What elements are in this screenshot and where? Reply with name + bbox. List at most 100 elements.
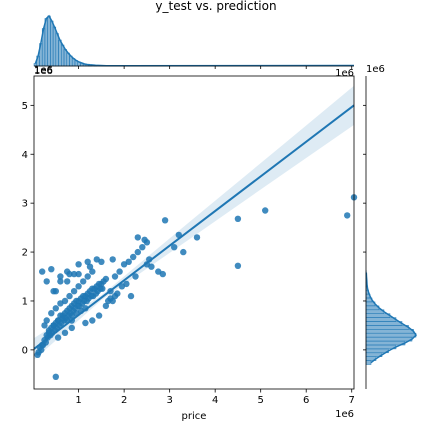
- scatter-point: [84, 258, 91, 265]
- right-marginal-bar: [365, 329, 414, 334]
- y-tick-label: 5: [22, 101, 28, 112]
- right-marginal-bar: [365, 317, 397, 322]
- scatter-point: [63, 278, 71, 285]
- top-marginal-bar: [55, 33, 59, 67]
- scatter-point: [93, 256, 101, 263]
- scatter-point: [38, 346, 45, 354]
- confidence-band-area: [34, 85, 354, 360]
- x-tick-label: 4: [212, 395, 218, 406]
- scatter-point: [262, 207, 269, 214]
- scatter-point: [84, 273, 91, 280]
- scatter-point: [116, 268, 123, 275]
- right-marginal-bar: [365, 332, 417, 338]
- x-tick-label: 2: [121, 395, 127, 406]
- right-marginal-bar: [365, 336, 413, 342]
- top-marginal-kde: [34, 14, 355, 67]
- scatter-point: [57, 278, 64, 285]
- scatter-point: [123, 280, 130, 288]
- top-marginal-bar: [63, 49, 67, 67]
- scatter-points: [34, 194, 358, 380]
- scatter-point: [89, 317, 96, 324]
- scatter-point: [344, 212, 351, 219]
- right-marginal-bar: [365, 313, 391, 318]
- scatter-point: [82, 319, 89, 327]
- x-tick-label: 3: [166, 395, 172, 406]
- scatter-point: [102, 275, 110, 283]
- scatter-point: [139, 244, 146, 251]
- regression-line: [33, 104, 355, 350]
- right-marginal-bar: [365, 321, 403, 326]
- y-tick-label: 3: [22, 199, 28, 210]
- scatter-point: [180, 248, 187, 256]
- x-axis-ticks: 1 2 3 4 5 6 7: [75, 389, 355, 406]
- scatter-point: [50, 322, 57, 329]
- main-axes-frame: [33, 75, 355, 390]
- scatter-point: [52, 373, 59, 380]
- confidence-band: [34, 85, 354, 360]
- scatter-point: [48, 310, 55, 317]
- scatter-point: [95, 312, 103, 319]
- x-axis-label: price: [182, 411, 207, 422]
- top-marginal-bar: [61, 44, 65, 67]
- scatter-point: [57, 273, 64, 280]
- scatter-point: [159, 270, 166, 278]
- scatter-point: [43, 317, 50, 324]
- scatter-point: [134, 248, 141, 256]
- y-tick-label: 4: [22, 150, 28, 161]
- right-marginal-kde: [365, 272, 417, 364]
- scatter-point: [102, 302, 110, 310]
- scatter-point: [234, 262, 242, 269]
- scatter-point: [171, 244, 178, 251]
- scatter-point: [50, 288, 57, 295]
- scatter-point: [52, 305, 59, 312]
- scatter-point: [41, 322, 48, 329]
- main-scatter-axes: 1 2 3 4 5 6 7 0 1 2 3 4 5: [22, 75, 358, 406]
- scatter-point: [161, 217, 169, 224]
- top-marginal-bar: [50, 20, 54, 67]
- scatter-point: [134, 234, 141, 241]
- scatter-point: [193, 234, 201, 241]
- scatter-point: [75, 261, 82, 268]
- scatter-point: [86, 263, 94, 270]
- scatter-point: [99, 285, 106, 292]
- scatter-point: [234, 215, 242, 222]
- scatter-point: [39, 268, 46, 275]
- top-marginal-bar: [58, 39, 62, 67]
- x-tick-label: 6: [303, 395, 309, 406]
- top-marginal-bar: [52, 26, 57, 67]
- regression-line-path: [33, 104, 355, 350]
- scatter-point: [141, 236, 148, 243]
- scatter-point: [68, 324, 76, 332]
- top-marginal-right-offset-label: 1e6: [335, 68, 354, 79]
- right-marginal-bar: [365, 340, 406, 346]
- top-marginal-left-offset-label: 1e6: [34, 66, 53, 77]
- scatter-point: [130, 253, 137, 261]
- right-marginal-plot: [363, 76, 417, 389]
- x-tick-label: 1: [75, 395, 81, 406]
- scatter-point: [125, 258, 132, 265]
- scatter-point: [109, 256, 116, 263]
- scatter-point: [45, 327, 53, 334]
- scatter-point: [48, 266, 55, 273]
- scatter-point: [54, 334, 62, 341]
- scatter-point: [75, 283, 82, 290]
- scatter-point: [111, 273, 119, 280]
- scatter-point: [63, 268, 71, 275]
- scatter-point: [132, 273, 139, 280]
- chart-title: y_test vs. prediction: [155, 0, 276, 13]
- scatter-point: [75, 270, 82, 278]
- y-axis-offset-label: 1e6: [34, 65, 53, 76]
- top-marginal-bar: [44, 18, 48, 67]
- scatter-point: [70, 270, 78, 278]
- y-tick-label: 2: [22, 248, 28, 259]
- scatter-point: [109, 297, 116, 305]
- x-tick-label: 7: [349, 395, 355, 406]
- scatter-point: [61, 329, 69, 336]
- y-tick-label: 0: [22, 345, 28, 356]
- x-tick-label: 5: [257, 395, 263, 406]
- scatter-point: [80, 278, 87, 285]
- scatter-point: [70, 288, 78, 295]
- right-marginal-offset-label: 1e6: [366, 64, 385, 75]
- scatter-point: [127, 292, 135, 300]
